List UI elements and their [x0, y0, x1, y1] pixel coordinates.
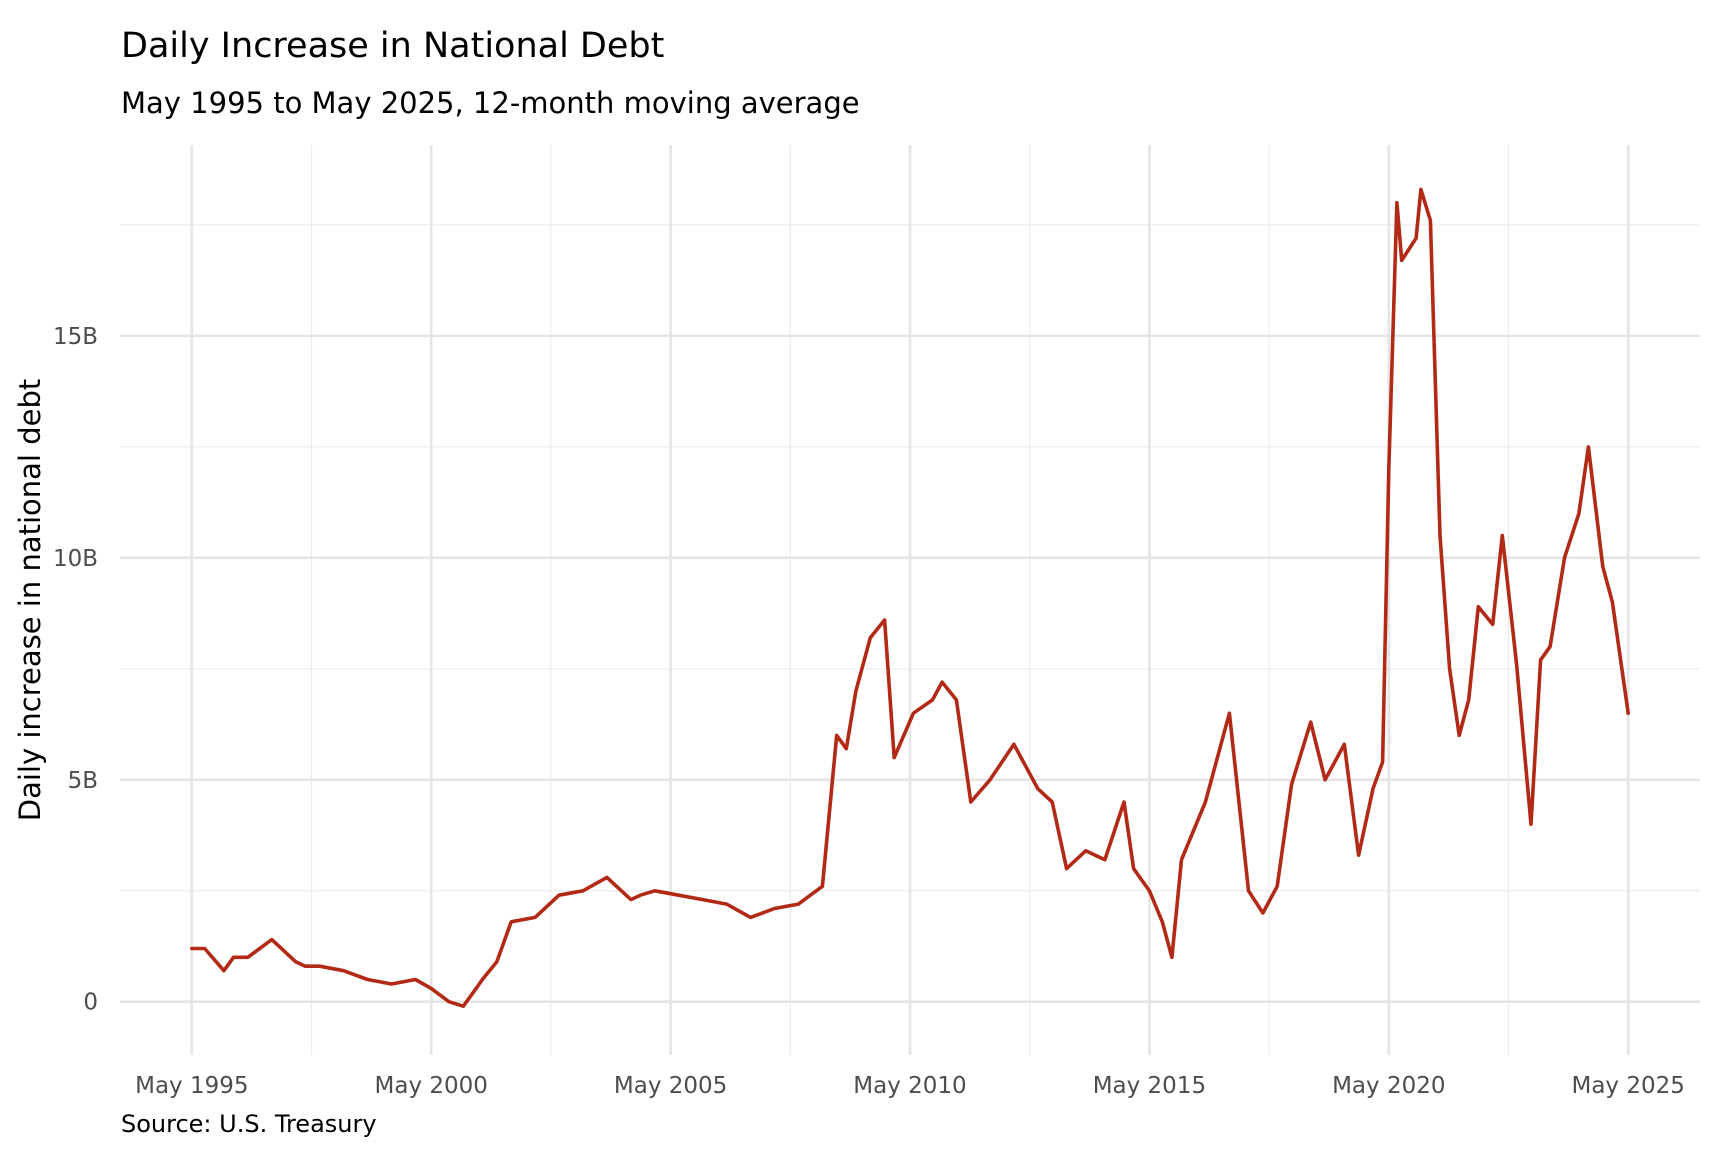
y-tick-label: 10B	[53, 546, 98, 572]
y-tick-label: 15B	[53, 324, 98, 350]
x-tick-label: May 2010	[853, 1073, 966, 1099]
x-tick-label: May 2025	[1571, 1073, 1684, 1099]
y-tick-label: 5B	[68, 768, 98, 794]
series-line	[190, 187, 1630, 1008]
x-tick-label: May 2005	[614, 1073, 727, 1099]
y-tick-label: 0	[83, 990, 98, 1016]
chart-caption: Source: U.S. Treasury	[121, 1110, 377, 1138]
x-tick-label: May 2015	[1093, 1073, 1206, 1099]
chart-title: Daily Increase in National Debt	[121, 26, 665, 66]
x-tick-label: May 2000	[375, 1073, 488, 1099]
chart-subtitle: May 1995 to May 2025, 12-month moving av…	[121, 86, 860, 120]
x-tick-label: May 1995	[135, 1073, 248, 1099]
x-tick-label: May 2020	[1332, 1073, 1445, 1099]
